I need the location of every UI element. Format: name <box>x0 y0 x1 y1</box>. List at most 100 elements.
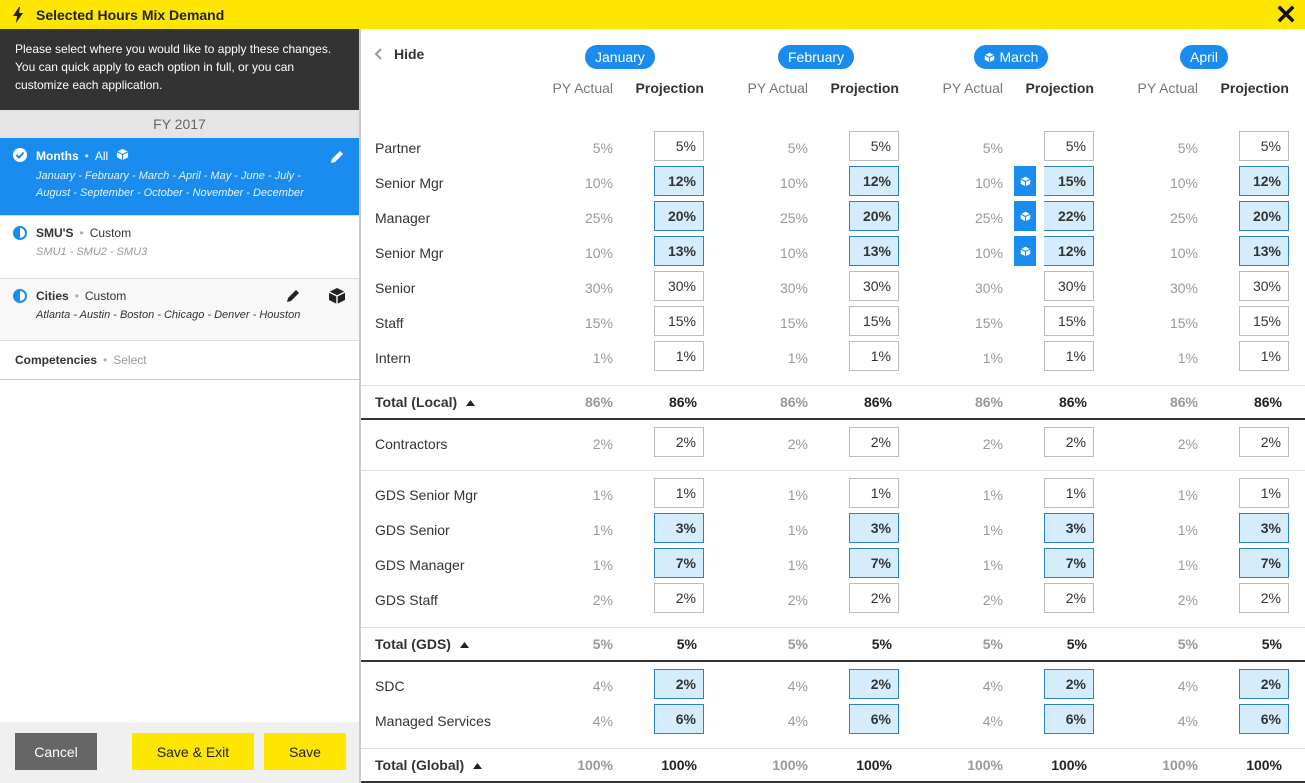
projection-input[interactable]: 2% <box>1044 427 1094 457</box>
projection-input[interactable]: 20% <box>849 201 899 231</box>
projection-input[interactable]: 1% <box>1239 478 1289 508</box>
projection-input[interactable]: 15% <box>1044 306 1094 336</box>
projection-input[interactable]: 12% <box>1044 236 1094 266</box>
projection-input[interactable]: 7% <box>1239 548 1289 578</box>
projection-input[interactable]: 22% <box>1044 201 1094 231</box>
projection-input[interactable]: 3% <box>1044 513 1094 543</box>
month-tab-march[interactable]: March <box>973 45 1049 69</box>
option-smus[interactable]: SMU'S • Custom SMU1 - SMU2 - SMU3 <box>0 216 359 279</box>
projection-input[interactable]: 3% <box>654 513 704 543</box>
projection-input[interactable]: 2% <box>849 669 899 699</box>
projection-input[interactable]: 1% <box>1044 478 1094 508</box>
projection-input[interactable]: 2% <box>849 427 899 457</box>
column-header-py-actual: PY Actual <box>552 80 613 96</box>
row-divider <box>361 470 1305 471</box>
projection-input[interactable]: 2% <box>1044 583 1094 613</box>
projection-input[interactable]: 2% <box>1044 669 1094 699</box>
total-label[interactable]: Total (Global) <box>375 757 483 773</box>
pencil-icon[interactable] <box>329 149 345 170</box>
projection-input[interactable]: 1% <box>1239 341 1289 371</box>
py-actual-value: 10% <box>1169 175 1198 191</box>
separator-dot: • <box>103 353 108 367</box>
cancel-button[interactable]: Cancel <box>15 733 97 770</box>
projection-input[interactable]: 15% <box>1239 306 1289 336</box>
row-divider <box>361 627 1305 628</box>
py-actual-value: 2% <box>592 592 613 608</box>
projection-input[interactable]: 13% <box>654 236 704 266</box>
row-divider <box>361 418 1305 420</box>
caret-up-icon[interactable] <box>457 394 476 410</box>
py-actual-total: 100% <box>967 757 1003 773</box>
projection-input[interactable]: 7% <box>1044 548 1094 578</box>
projection-input[interactable]: 5% <box>1044 131 1094 161</box>
option-months[interactable]: Months • All January - February - March … <box>0 138 359 216</box>
column-header-py-actual: PY Actual <box>747 80 808 96</box>
py-actual-value: 1% <box>787 350 808 366</box>
projection-input[interactable]: 20% <box>1239 201 1289 231</box>
separator-dot: • <box>74 289 79 303</box>
projection-input[interactable]: 30% <box>1044 271 1094 301</box>
py-actual-value: 4% <box>787 678 808 694</box>
total-label[interactable]: Total (GDS) <box>375 636 469 652</box>
projection-input[interactable]: 6% <box>1239 704 1289 734</box>
projection-input[interactable]: 15% <box>849 306 899 336</box>
month-label: January <box>595 49 645 65</box>
projection-input[interactable]: 3% <box>1239 513 1289 543</box>
close-icon[interactable] <box>1277 5 1295 23</box>
projection-input[interactable]: 6% <box>654 704 704 734</box>
projection-input[interactable]: 13% <box>1239 236 1289 266</box>
projection-input[interactable]: 5% <box>654 131 704 161</box>
projection-input[interactable]: 15% <box>1044 166 1094 196</box>
pencil-icon[interactable] <box>285 288 301 309</box>
projection-input[interactable]: 1% <box>849 341 899 371</box>
projection-input[interactable]: 2% <box>654 583 704 613</box>
projection-input[interactable]: 20% <box>654 201 704 231</box>
projection-input[interactable]: 5% <box>1239 131 1289 161</box>
month-label: March <box>999 49 1039 65</box>
month-tab-january[interactable]: January <box>585 45 655 69</box>
projection-input[interactable]: 2% <box>1239 669 1289 699</box>
save-button[interactable]: Save <box>264 733 346 770</box>
option-competencies[interactable]: Competencies • Select <box>0 341 359 380</box>
caret-up-icon[interactable] <box>451 636 469 652</box>
projection-input[interactable]: 5% <box>849 131 899 161</box>
projection-input[interactable]: 1% <box>1044 341 1094 371</box>
caret-up-icon[interactable] <box>464 757 483 773</box>
option-detail: SMU1 - SMU2 - SMU3 <box>36 246 148 258</box>
dialog-title: Selected Hours Mix Demand <box>36 6 225 23</box>
projection-input[interactable]: 2% <box>654 669 704 699</box>
save-exit-button[interactable]: Save & Exit <box>132 733 254 770</box>
projection-input[interactable]: 12% <box>849 166 899 196</box>
option-cities[interactable]: Cities • Custom Atlanta - Austin - Bosto… <box>0 279 359 341</box>
cube-icon <box>984 52 995 63</box>
projection-input[interactable]: 1% <box>654 341 704 371</box>
projection-input[interactable]: 2% <box>1239 583 1289 613</box>
cube-icon[interactable] <box>328 287 346 310</box>
projection-input[interactable]: 6% <box>849 704 899 734</box>
projection-input[interactable]: 12% <box>654 166 704 196</box>
fiscal-year-label: FY 2017 <box>0 110 359 138</box>
total-label[interactable]: Total (Local) <box>375 394 476 410</box>
py-actual-value: 1% <box>1177 350 1198 366</box>
projection-input[interactable]: 7% <box>849 548 899 578</box>
projection-input[interactable]: 13% <box>849 236 899 266</box>
projection-input[interactable]: 30% <box>1239 271 1289 301</box>
projection-input[interactable]: 2% <box>849 583 899 613</box>
projection-input[interactable]: 30% <box>849 271 899 301</box>
hide-sidebar-button[interactable]: Hide <box>374 46 424 62</box>
projection-input[interactable]: 3% <box>849 513 899 543</box>
projection-input[interactable]: 30% <box>654 271 704 301</box>
py-actual-value: 1% <box>592 522 613 538</box>
month-tab-april[interactable]: April <box>1180 45 1229 69</box>
py-actual-value: 10% <box>974 175 1003 191</box>
projection-input[interactable]: 2% <box>654 427 704 457</box>
projection-input[interactable]: 1% <box>654 478 704 508</box>
projection-input[interactable]: 2% <box>1239 427 1289 457</box>
check-circle-icon <box>13 148 27 167</box>
projection-input[interactable]: 7% <box>654 548 704 578</box>
month-tab-february[interactable]: February <box>778 45 855 69</box>
projection-input[interactable]: 1% <box>849 478 899 508</box>
projection-input[interactable]: 6% <box>1044 704 1094 734</box>
projection-input[interactable]: 15% <box>654 306 704 336</box>
projection-input[interactable]: 12% <box>1239 166 1289 196</box>
